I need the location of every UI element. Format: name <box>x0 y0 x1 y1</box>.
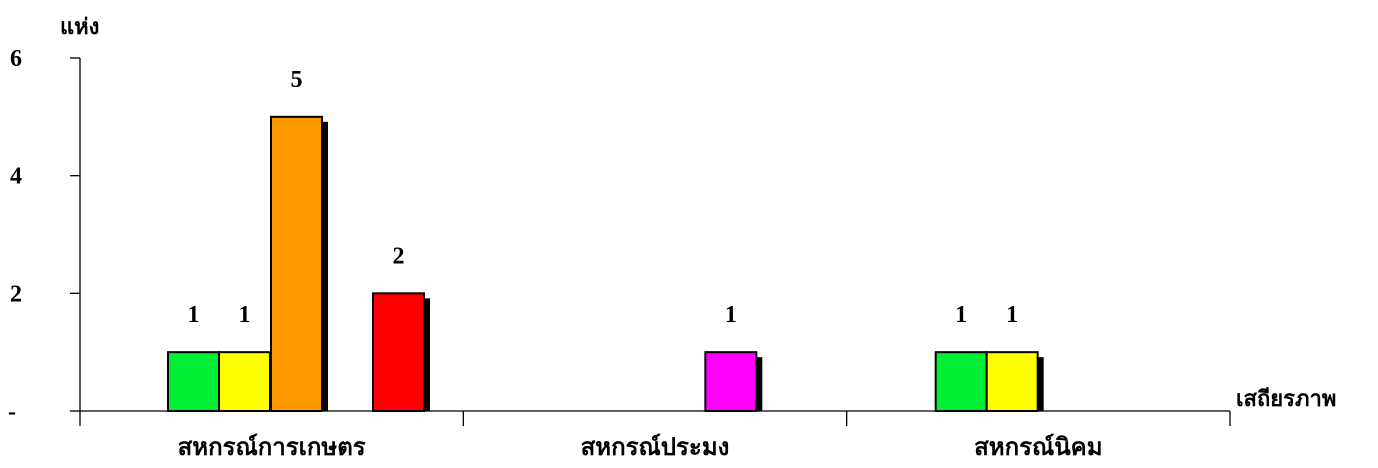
y-tick-label: 2 <box>10 281 22 307</box>
x-ticks <box>79 411 1231 426</box>
bar <box>372 292 425 413</box>
y-axis-title: แห่ง <box>60 15 99 40</box>
y-tick-label: 4 <box>10 164 22 190</box>
bar <box>218 351 271 412</box>
data-label: 1 <box>239 302 251 328</box>
data-label: 5 <box>291 67 303 93</box>
bars <box>167 115 1044 413</box>
data-label: 2 <box>393 243 405 269</box>
category-labels: สหกรณ์การเกษตร สหกรณ์ประมง สหกรณ์นิคม <box>178 433 1103 461</box>
category-label: สหกรณ์นิคม <box>974 433 1102 461</box>
data-label: 1 <box>188 302 200 328</box>
data-labels: 1 1 5 2 1 1 1 <box>188 67 1019 328</box>
bar <box>985 351 1039 412</box>
data-label: 1 <box>1006 302 1018 328</box>
x-axis-title: เสถียรภาพ <box>1236 387 1336 412</box>
bar <box>934 351 988 412</box>
y-ticks: - 2 4 6 <box>8 46 80 425</box>
bar <box>167 351 220 412</box>
data-label: 1 <box>725 302 737 328</box>
y-tick-label: - <box>8 399 16 425</box>
bar <box>704 351 758 412</box>
data-label: 1 <box>955 302 967 328</box>
category-label: สหกรณ์ประมง <box>581 433 730 461</box>
category-label: สหกรณ์การเกษตร <box>178 433 366 461</box>
y-tick-label: 6 <box>10 46 22 72</box>
bar <box>270 115 323 412</box>
